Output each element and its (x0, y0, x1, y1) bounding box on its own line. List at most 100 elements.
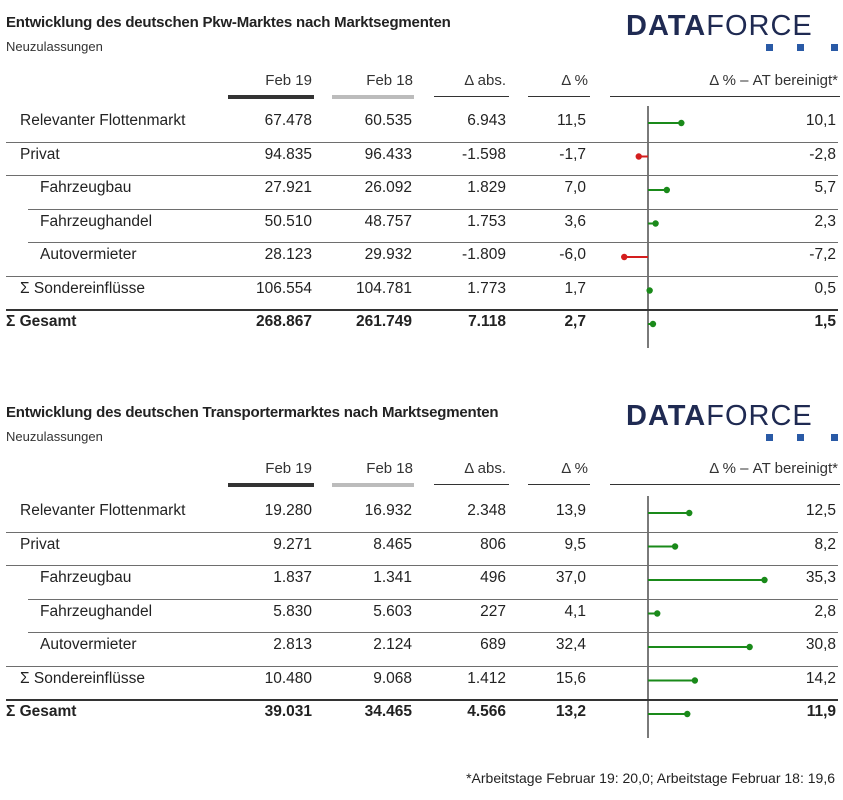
cell-feb18: 8.465 (373, 535, 412, 553)
section-title: Entwicklung des deutschen Pkw-Marktes na… (6, 14, 451, 31)
cell-pct: 1,7 (564, 279, 586, 297)
cell-feb19: 28.123 (264, 246, 312, 263)
cell-adj: 35,3 (805, 569, 836, 586)
row-label: Relevanter Flottenmarkt (20, 112, 186, 129)
cell-feb18: 48.757 (364, 212, 412, 230)
row-separator (6, 565, 838, 567)
cell-pct: -1,7 (559, 145, 586, 163)
row-label: Autovermieter (40, 636, 137, 653)
cell-abs: 1.412 (467, 669, 506, 687)
cell-pct: 32,4 (555, 636, 586, 653)
col-header-abs: Δ abs. (464, 460, 506, 477)
row-separator (28, 208, 838, 210)
col-underline-pct (528, 484, 590, 485)
cell-adj: 2,3 (814, 212, 836, 230)
row-label: Fahrzeughandel (40, 212, 153, 230)
cell-feb19: 1.837 (273, 569, 312, 586)
logo-light: FORCE (706, 400, 813, 432)
logo-light: FORCE (706, 10, 813, 42)
cell-feb18: 96.433 (364, 145, 412, 163)
row-label: Fahrzeugbau (40, 569, 132, 586)
col-underline-abs (434, 484, 509, 485)
logo-square (766, 44, 773, 51)
lollipop-dot (678, 119, 685, 127)
cell-feb18: 104.781 (355, 279, 412, 297)
cell-feb18: 261.749 (355, 313, 412, 330)
cell-abs: 7.118 (468, 313, 506, 330)
lollipop-dot (746, 643, 753, 651)
section-subtitle: Neuzulassungen (6, 39, 103, 54)
footnote: *Arbeitstage Februar 19: 20,0; Arbeitsta… (466, 770, 835, 786)
cell-feb18: 2.124 (373, 636, 412, 653)
cell-pct: 9,5 (564, 535, 586, 553)
logo-bold: DATA (626, 10, 707, 42)
row-label: Fahrzeugbau (40, 179, 132, 196)
cell-adj: 30,8 (805, 636, 836, 653)
row-separator (6, 531, 838, 533)
cell-pct: 13,9 (555, 502, 586, 519)
col-header-feb19: Feb 19 (265, 460, 312, 477)
cell-abs: 496 (480, 569, 506, 586)
cell-feb19: 50.510 (264, 212, 312, 230)
row-separator (6, 309, 838, 312)
cell-feb19: 10.480 (264, 669, 312, 687)
cell-abs: -1.598 (462, 145, 506, 163)
row-label: Σ Gesamt (6, 703, 77, 720)
lollipop-dot (654, 610, 661, 617)
lollipop-dot (646, 287, 653, 294)
col-header-pct: Δ % (561, 460, 588, 477)
cell-pct: 7,0 (564, 179, 586, 196)
dataforce-logo: DATAFORCE (626, 10, 841, 62)
row-separator (6, 665, 838, 667)
cell-abs: 4.566 (467, 703, 506, 720)
cell-feb18: 60.535 (364, 112, 412, 129)
cell-adj: 5,7 (814, 179, 836, 196)
logo-square (831, 44, 838, 51)
cell-abs: 689 (480, 636, 506, 653)
row-separator (6, 275, 838, 277)
col-header-adj: Δ % – AT bereinigt* (709, 72, 838, 89)
cell-feb19: 39.031 (264, 703, 312, 720)
lollipop-dot (691, 677, 699, 684)
cell-feb19: 268.867 (255, 313, 312, 330)
row-label: Privat (20, 535, 60, 553)
cell-feb18: 29.932 (364, 246, 412, 263)
cell-adj: 8,2 (814, 535, 836, 553)
cell-feb18: 26.092 (364, 179, 412, 196)
row-separator (28, 632, 838, 634)
cell-feb19: 19.280 (264, 502, 312, 519)
row-label: Autovermieter (40, 246, 137, 263)
cell-adj: 11,9 (806, 703, 836, 720)
lollipop-dot (663, 186, 671, 194)
cell-pct: 11,5 (556, 112, 586, 129)
cell-feb18: 34.465 (364, 703, 412, 720)
col-underline-adj (610, 484, 840, 485)
lollipop-dot (635, 153, 642, 160)
logo-square (797, 434, 804, 441)
row-label: Privat (20, 145, 60, 163)
cell-feb19: 106.554 (255, 279, 312, 297)
cell-abs: 1.773 (467, 279, 506, 297)
col-underline-feb18 (332, 95, 414, 99)
logo-bold: DATA (626, 400, 707, 432)
cell-pct: 15,6 (555, 669, 586, 687)
row-label: Relevanter Flottenmarkt (20, 502, 186, 519)
cell-adj: 0,5 (814, 279, 836, 297)
lollipop-dot (649, 320, 657, 328)
pkw-section: Entwicklung des deutschen Pkw-Marktes na… (0, 10, 843, 394)
section-title: Entwicklung des deutschen Transportermar… (6, 404, 499, 421)
cell-adj: -7,2 (809, 246, 836, 263)
row-separator (28, 598, 838, 600)
cell-feb19: 94.835 (264, 145, 312, 163)
cell-abs: 6.943 (467, 112, 506, 129)
section-subtitle: Neuzulassungen (6, 429, 103, 444)
logo-square (797, 44, 804, 51)
transporter-section: Entwicklung des deutschen Transportermar… (0, 400, 843, 784)
cell-feb19: 5.830 (273, 602, 312, 620)
col-underline-feb18 (332, 483, 414, 487)
lollipop-dot (761, 576, 768, 584)
cell-adj: 2,8 (814, 602, 836, 620)
cell-feb18: 9.068 (373, 669, 412, 687)
lollipop-dot (621, 253, 628, 261)
row-label: Σ Sondereinflüsse (20, 279, 146, 297)
